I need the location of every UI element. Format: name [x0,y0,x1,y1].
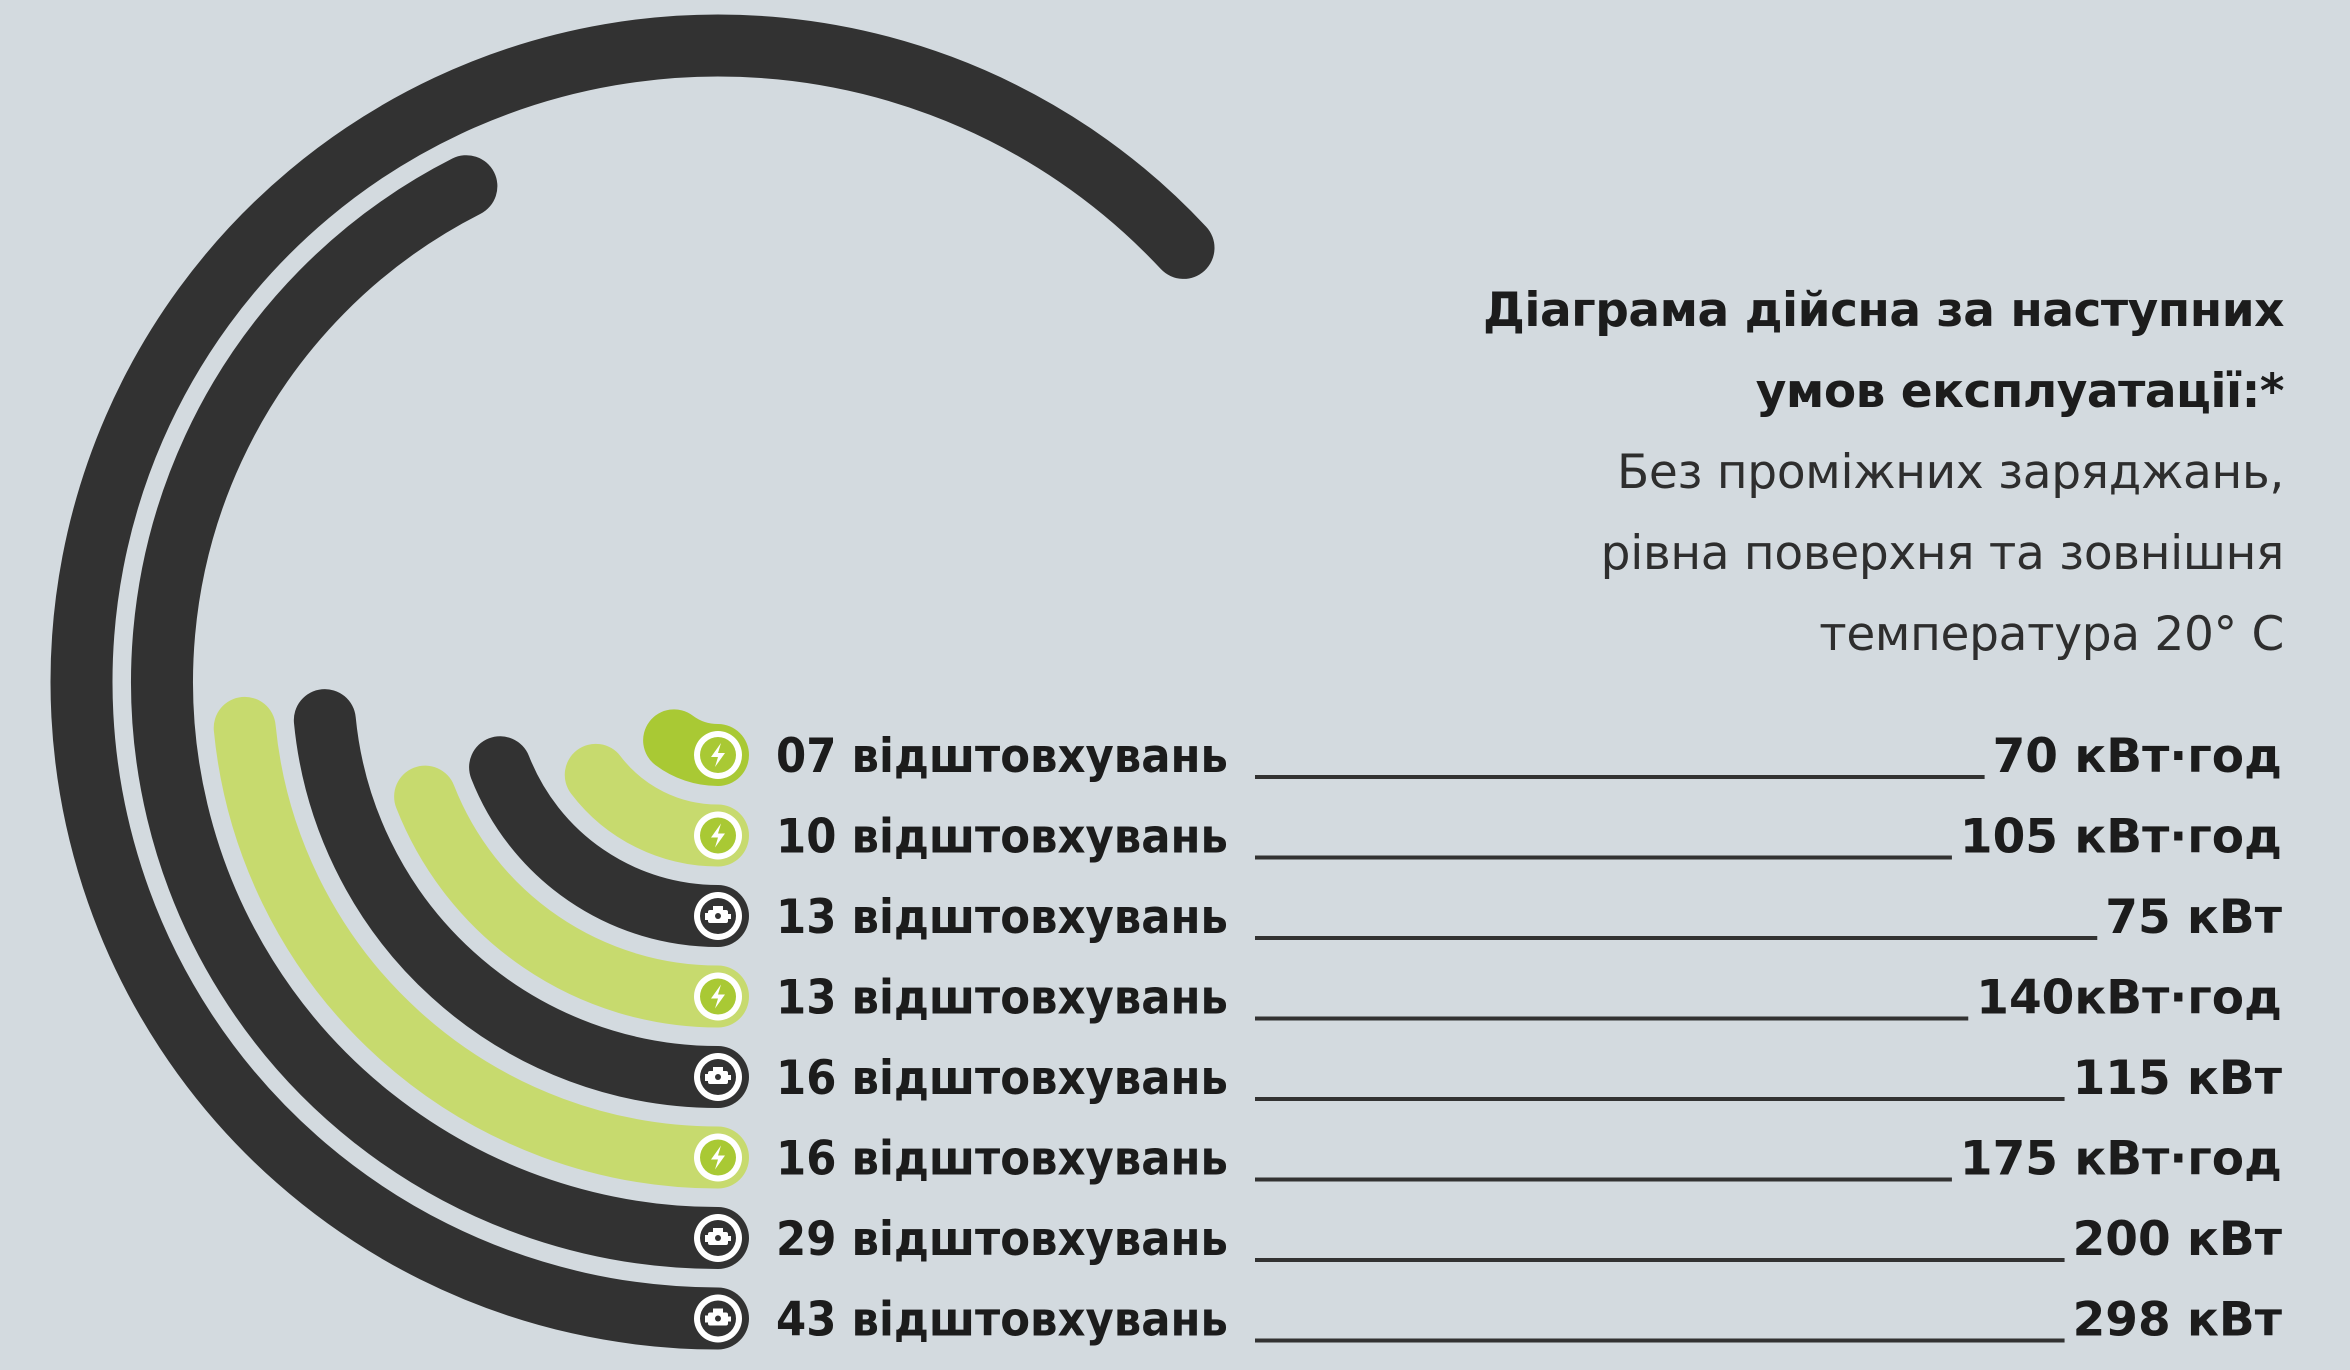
engine-icon [694,1053,742,1101]
row-count-label: 43 відштовхувань [776,1293,1228,1348]
row-value-label: 140кВт·год [1976,971,2282,1026]
lightning-icon [694,811,742,860]
row-value-label: 105 кВт·год [1960,810,2282,865]
lightning-icon [694,731,742,779]
ring-6 [213,696,749,1189]
row-value-label: 115 кВт [2073,1051,2283,1106]
conditions-detail-line-2: рівна поверхня та зовнішня [1600,526,2285,581]
row-value-label: 175 кВт·год [1960,1132,2282,1187]
engine-icon [694,1214,742,1262]
ring-7 [131,155,749,1269]
row-value-label: 298 кВт [2073,1293,2283,1348]
row-count-label: 13 відштовхувань [776,971,1228,1026]
row-count-label: 07 відштовхувань [776,729,1228,784]
conditions-heading-line-2: умов експлуатації:* [1755,364,2285,419]
row-value-label: 200 кВт [2073,1212,2283,1267]
conditions-detail-line-1: Без проміжних заряджань, [1616,445,2284,500]
conditions-note: Діаграма дійсна за наступних умов експлу… [1384,270,2285,675]
engine-icon [694,1294,742,1343]
row-value-label: 70 кВт·год [1993,729,2282,784]
ring-4 [394,765,749,1028]
row-count-label: 16 відштовхувань [776,1132,1228,1187]
row-value-label: 75 кВт [2105,890,2282,945]
row-count-label: 10 відштовхувань [776,810,1228,865]
engine-icon [694,892,742,940]
row-count-label: 29 відштовхувань [776,1212,1228,1267]
lightning-icon [694,972,742,1021]
ring-8 [50,14,1215,1350]
row-count-label: 13 відштовхувань [776,890,1228,945]
conditions-detail-line-3: температура 20° C [1819,607,2284,662]
conditions-heading-line-1: Діаграма дійсна за наступних [1482,283,2285,338]
lightning-icon [694,1133,742,1182]
row-count-label: 16 відштовхувань [776,1051,1228,1106]
ring-3 [469,736,749,947]
ring-5 [293,689,749,1108]
